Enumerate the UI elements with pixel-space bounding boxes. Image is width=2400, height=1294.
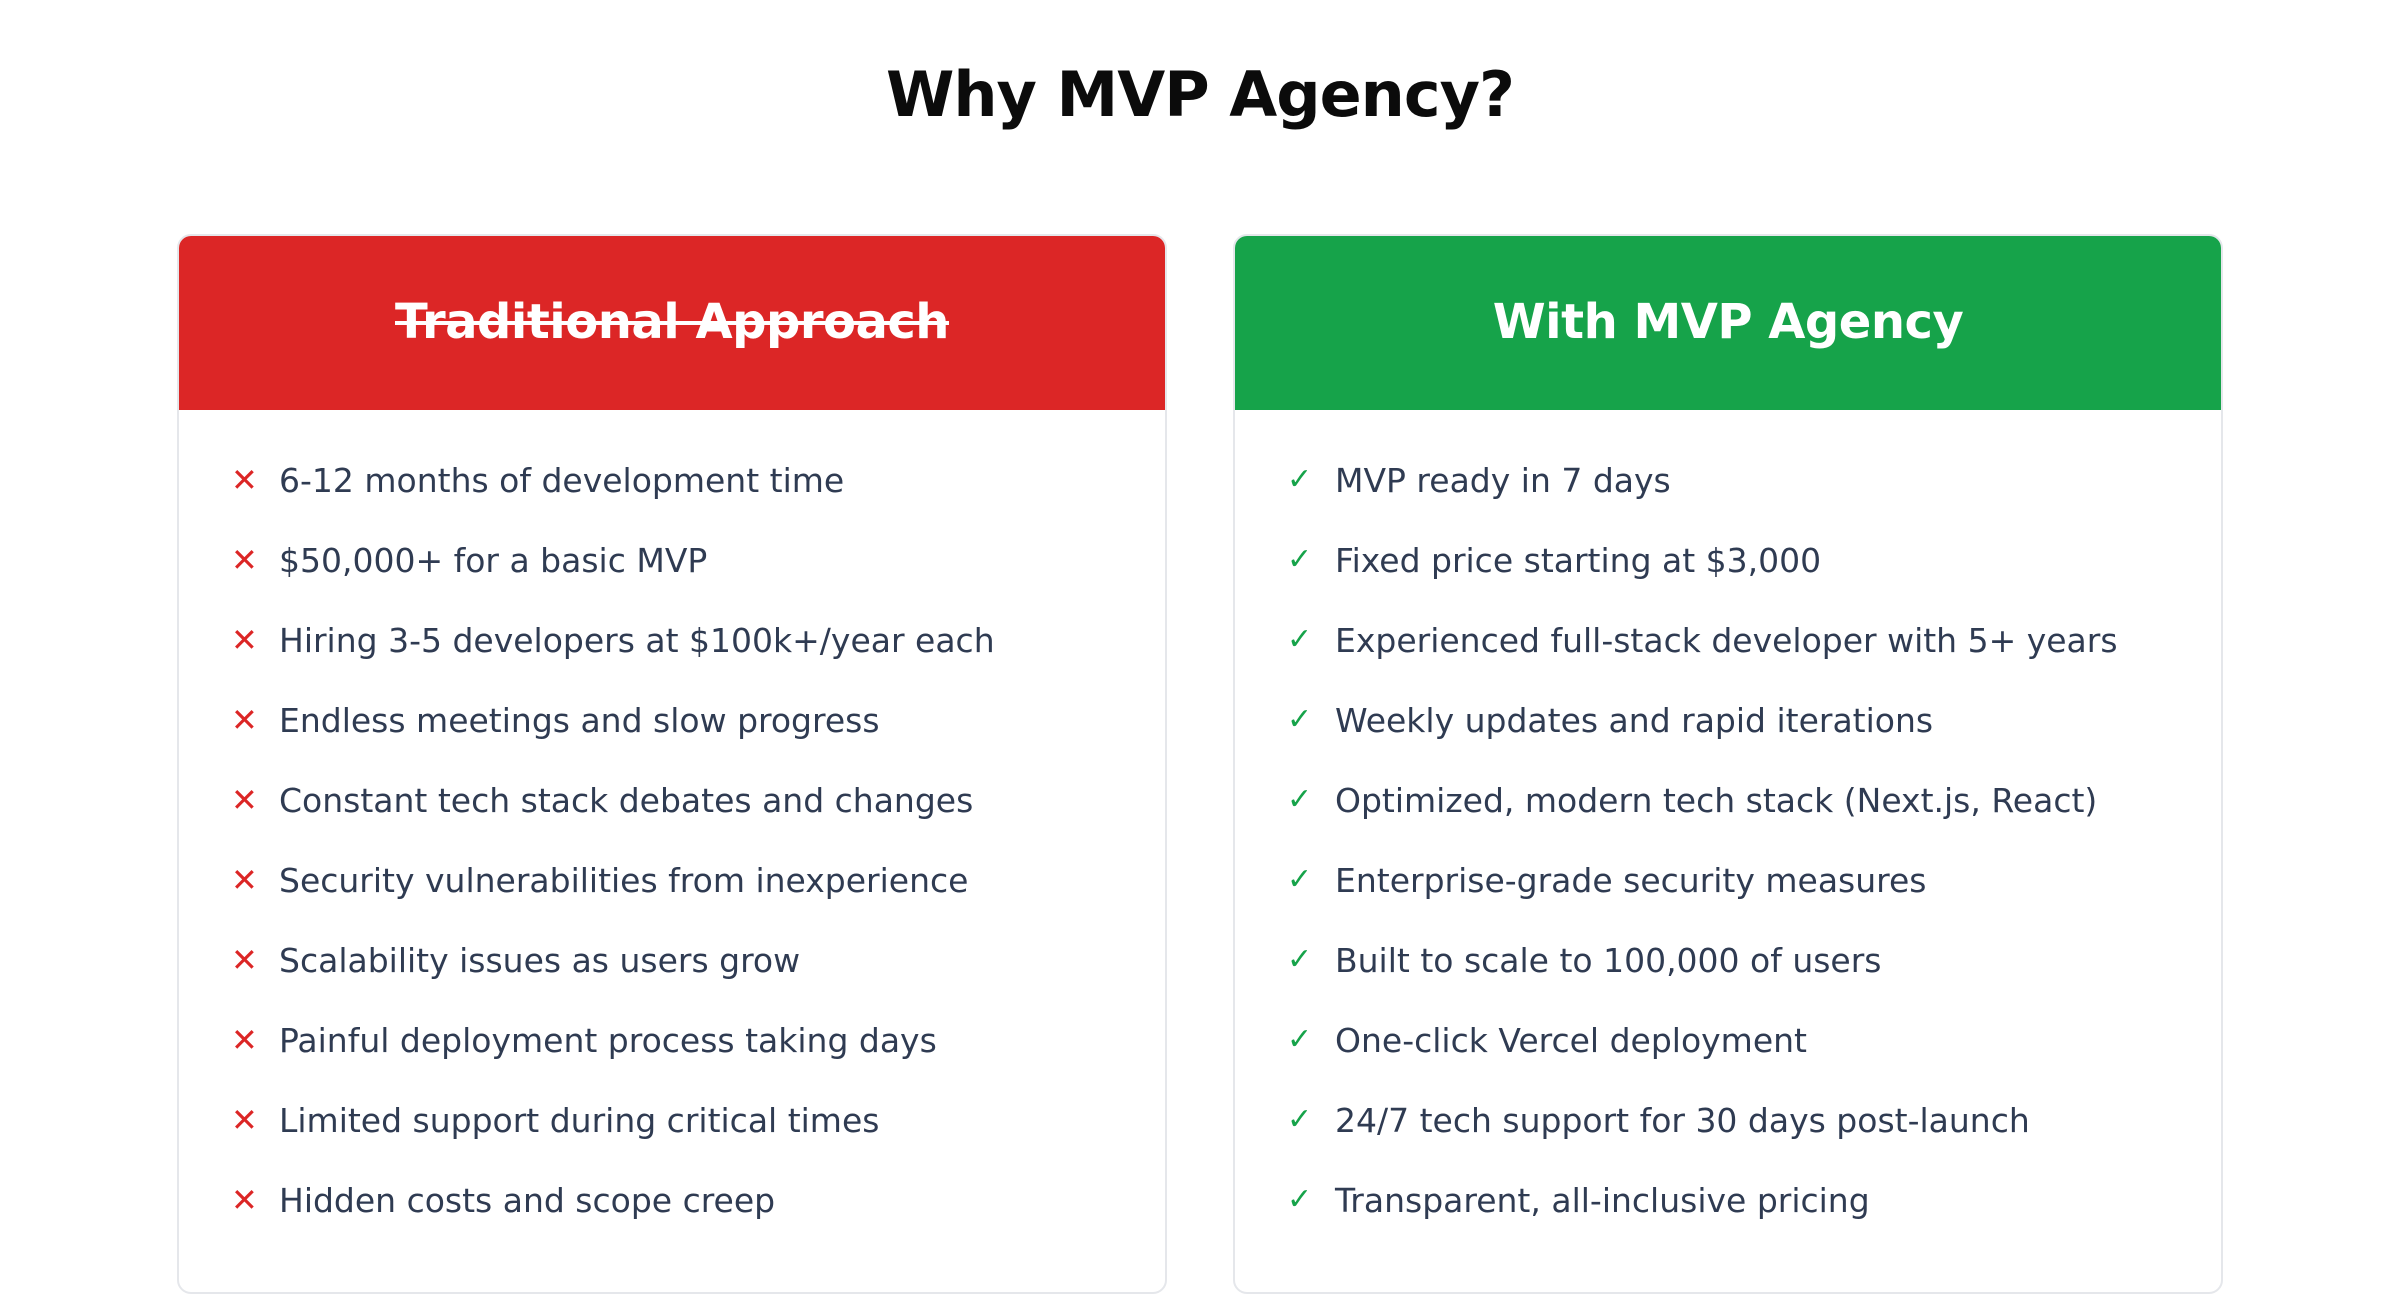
checkmark-icon: ✓ [1287, 543, 1313, 576]
list-item: ✕ Endless meetings and slow progress [231, 680, 1165, 760]
list-item-text: Scalability issues as users grow [279, 940, 801, 980]
list-item-text: Transparent, all-inclusive pricing [1335, 1180, 1870, 1220]
list-item-text: $50,000+ for a basic MVP [279, 540, 708, 580]
list-item-text: Endless meetings and slow progress [279, 700, 880, 740]
x-mark-icon: ✕ [231, 782, 258, 818]
list-item-text: Hiring 3-5 developers at $100k+/year eac… [279, 620, 995, 660]
list-item: ✕ Security vulnerabilities from inexperie… [231, 840, 1165, 920]
traditional-approach-card: Traditional Approach ✕ 6-12 months of dev… [177, 234, 1167, 1294]
x-mark-icon: ✕ [231, 1022, 258, 1058]
traditional-approach-list: ✕ 6-12 months of development time ✕ $50,00… [179, 410, 1165, 1240]
section-heading: Why MVP Agency? [886, 58, 1515, 131]
list-item: ✓ Fixed price starting at $3,000 [1287, 520, 2221, 600]
list-item-text: 6-12 months of development time [279, 460, 845, 500]
list-item-text: Optimized, modern tech stack (Next.js, R… [1335, 780, 2098, 820]
checkmark-icon: ✓ [1287, 943, 1313, 976]
checkmark-icon: ✓ [1287, 623, 1313, 656]
list-item-text: Experienced full-stack developer with 5+… [1335, 620, 2118, 660]
x-mark-icon: ✕ [231, 942, 258, 978]
x-mark-icon: ✕ [231, 542, 258, 578]
x-mark-icon: ✕ [231, 622, 258, 658]
list-item: ✓ Built to scale to 100,000 of users [1287, 920, 2221, 1000]
checkmark-icon: ✓ [1287, 1103, 1313, 1136]
list-item: ✕ $50,000+ for a basic MVP [231, 520, 1165, 600]
list-item: ✕ Painful deployment process taking days [231, 1000, 1165, 1080]
list-item-text: Limited support during critical times [279, 1100, 880, 1140]
list-item-text: Enterprise-grade security measures [1335, 860, 1927, 900]
list-item-text: Painful deployment process taking days [279, 1020, 937, 1060]
checkmark-icon: ✓ [1287, 703, 1313, 736]
list-item-text: One-click Vercel deployment [1335, 1020, 1807, 1060]
mvp-agency-header: With MVP Agency [1235, 236, 2221, 410]
list-item-text: MVP ready in 7 days [1335, 460, 1671, 500]
list-item: ✕ Limited support during critical times [231, 1080, 1165, 1160]
list-item: ✓ Transparent, all-inclusive pricing [1287, 1160, 2221, 1240]
checkmark-icon: ✓ [1287, 783, 1313, 816]
list-item-text: 24/7 tech support for 30 days post-launc… [1335, 1100, 2030, 1140]
list-item: ✓ Enterprise-grade security measures [1287, 840, 2221, 920]
x-mark-icon: ✕ [231, 462, 258, 498]
checkmark-icon: ✓ [1287, 863, 1313, 896]
list-item: ✕ 6-12 months of development time [231, 440, 1165, 520]
x-mark-icon: ✕ [231, 702, 258, 738]
list-item-text: Built to scale to 100,000 of users [1335, 940, 1882, 980]
mvp-agency-title: With MVP Agency [1492, 294, 1964, 350]
list-item: ✓ MVP ready in 7 days [1287, 440, 2221, 520]
list-item: ✓ Experienced full-stack developer with 5… [1287, 600, 2221, 680]
list-item-text: Fixed price starting at $3,000 [1335, 540, 1822, 580]
x-mark-icon: ✕ [231, 1182, 258, 1218]
checkmark-icon: ✓ [1287, 463, 1313, 496]
list-item: ✕ Hiring 3-5 developers at $100k+/year ea… [231, 600, 1165, 680]
checkmark-icon: ✓ [1287, 1183, 1313, 1216]
x-mark-icon: ✕ [231, 1102, 258, 1138]
mvp-agency-card: With MVP Agency ✓ MVP ready in 7 days ✓ Fi… [1233, 234, 2223, 1294]
traditional-approach-header: Traditional Approach [179, 236, 1165, 410]
list-item: ✕ Scalability issues as users grow [231, 920, 1165, 1000]
list-item-text: Weekly updates and rapid iterations [1335, 700, 1934, 740]
x-mark-icon: ✕ [231, 862, 258, 898]
list-item: ✓ Weekly updates and rapid iterations [1287, 680, 2221, 760]
checkmark-icon: ✓ [1287, 1023, 1313, 1056]
list-item: ✓ Optimized, modern tech stack (Next.js, … [1287, 760, 2221, 840]
mvp-agency-list: ✓ MVP ready in 7 days ✓ Fixed price starti… [1235, 410, 2221, 1240]
list-item-text: Security vulnerabilities from inexperien… [279, 860, 969, 900]
list-item-text: Hidden costs and scope creep [279, 1180, 776, 1220]
list-item: ✓ 24/7 tech support for 30 days post-laun… [1287, 1080, 2221, 1160]
list-item: ✕ Hidden costs and scope creep [231, 1160, 1165, 1240]
list-item-text: Constant tech stack debates and changes [279, 780, 974, 820]
list-item: ✕ Constant tech stack debates and changes [231, 760, 1165, 840]
list-item: ✓ One-click Vercel deployment [1287, 1000, 2221, 1080]
traditional-approach-title: Traditional Approach [395, 294, 949, 350]
